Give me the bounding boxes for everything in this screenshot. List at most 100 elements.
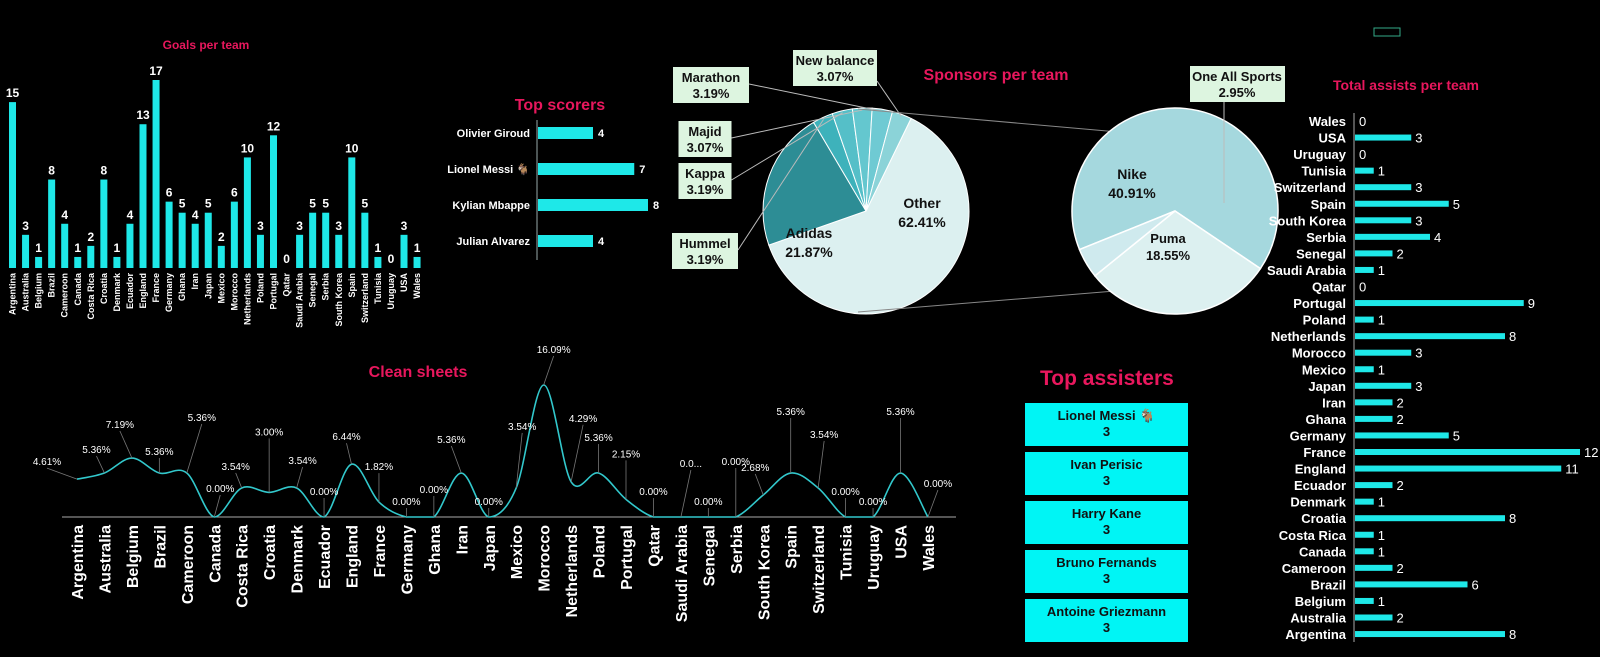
clean-sheets-category-label: Netherlands — [564, 525, 581, 618]
clean-sheets-category-label: Ghana — [427, 525, 444, 575]
sponsor-value: 3.19% — [687, 182, 724, 197]
assists-value-label: 1 — [1378, 495, 1385, 510]
clean-sheets-leader — [96, 455, 105, 474]
top-scorers-bar — [538, 163, 635, 175]
clean-sheets-data-label: 5.36% — [145, 447, 173, 458]
sponsor-breakout-slice — [1078, 210, 1176, 277]
goals-category-label: England — [138, 273, 148, 309]
top-scorers-value: 7 — [639, 164, 645, 176]
clean-sheets-data-label: 16.09% — [537, 345, 571, 356]
assists-category-label: Brazil — [1311, 577, 1346, 592]
goals-category-label: Switzerland — [360, 273, 370, 323]
clean-sheets-leader — [754, 473, 764, 496]
goals-bar — [61, 223, 69, 268]
goals-category-label: Saudi Arabia — [295, 272, 305, 328]
assists-category-label: Tunisia — [1301, 164, 1346, 179]
clean-sheets-data-label: 5.36% — [584, 433, 612, 444]
top-assister-value: 3 — [1102, 522, 1111, 537]
clean-sheets-leader — [296, 466, 303, 489]
assists-value-label: 1 — [1378, 263, 1385, 278]
goals-bar — [243, 157, 251, 268]
goals-category-label: Poland — [255, 273, 265, 303]
sponsor-breakout-value: 2.95% — [1219, 85, 1256, 100]
top-assister-card: Harry Kane 3 — [1025, 501, 1188, 544]
goals-bar — [335, 234, 343, 268]
goals-bar-label: 3 — [22, 219, 29, 233]
assists-value-label: 1 — [1378, 594, 1385, 609]
sponsor-label: Hummel — [679, 236, 730, 251]
top-scorers-value: 4 — [598, 236, 605, 248]
top-assister-name: Harry Kane — [1071, 506, 1142, 521]
assists-category-label: Australia — [1290, 611, 1346, 626]
assists-bar — [1355, 399, 1393, 406]
goals-category-label: Qatar — [282, 273, 292, 297]
clean-sheets-leader — [543, 355, 555, 386]
clean-sheets-leader — [450, 445, 462, 474]
goals-category-label: Cameroon — [60, 273, 70, 318]
assists-bar — [1355, 250, 1393, 257]
clean-sheets-line — [76, 384, 929, 518]
goals-bar — [35, 256, 43, 268]
clean-sheets-leader — [235, 472, 243, 489]
assists-value-label: 1 — [1378, 528, 1385, 543]
assists-bar — [1355, 531, 1374, 538]
goals-bar — [413, 256, 421, 268]
top-scorers-bar — [538, 199, 648, 211]
clean-sheets-category-label: Switzerland — [811, 525, 828, 614]
clean-sheets-data-label: 0.00% — [924, 479, 952, 490]
goals-bar — [178, 212, 186, 268]
assists-bar — [1355, 349, 1412, 356]
clean-sheets-category-label: Portugal — [619, 525, 636, 590]
assists-category-label: Cameroon — [1282, 561, 1346, 576]
assists-category-label: Costa Rica — [1279, 528, 1347, 543]
clean-sheets-leader — [817, 440, 825, 489]
assists-bar — [1355, 482, 1393, 489]
top-assister-name: Antoine Griezmann — [1046, 604, 1167, 619]
top-assister-value: 3 — [1102, 620, 1111, 635]
assists-value-label: 9 — [1528, 296, 1535, 311]
goals-category-label: France — [151, 273, 161, 303]
sponsor-label: Kappa — [685, 166, 726, 181]
assists-value-label: 2 — [1397, 478, 1404, 493]
goals-bar-label: 8 — [101, 164, 108, 178]
assists-value-label: 3 — [1415, 213, 1422, 228]
assists-bar — [1355, 548, 1374, 555]
goals-bar — [191, 223, 199, 268]
assists-category-label: Croatia — [1301, 511, 1347, 526]
goals-bar-label: 5 — [179, 197, 186, 211]
assists-value-label: 1 — [1378, 544, 1385, 559]
sponsor-callout-box — [672, 233, 738, 269]
clean-sheets-category-label: Iran — [454, 525, 471, 554]
assists-category-label: USA — [1319, 131, 1347, 146]
goals-bar-label: 17 — [149, 64, 163, 78]
assists-bar — [1355, 184, 1412, 191]
clean-sheets-leader — [927, 489, 939, 518]
goals-bar — [309, 212, 317, 268]
sponsor-callout-box — [673, 67, 749, 103]
sponsor-breakout-slice — [1071, 107, 1279, 270]
clean-sheets-category-label: Denmark — [290, 525, 307, 594]
assists-value-label: 4 — [1434, 230, 1441, 245]
clean-sheets-category-label: Ecuador — [317, 525, 334, 589]
clean-sheets-data-label: 0.00% — [310, 487, 338, 498]
goals-bar-label: 4 — [192, 208, 199, 222]
assists-category-label: Morocco — [1292, 346, 1346, 361]
assists-category-label: Spain — [1311, 197, 1346, 212]
goals-category-label: Iran — [190, 273, 200, 290]
assists-bar — [1355, 498, 1374, 505]
assists-bar — [1355, 631, 1505, 638]
clean-sheets-category-label: Costa Rica — [235, 525, 252, 608]
clean-sheets-data-label: 3.54% — [810, 430, 838, 441]
clean-sheets-leader — [680, 469, 692, 518]
sponsor-breakout-value: 40.91% — [1108, 185, 1156, 201]
clean-sheets-data-label: 0.00% — [639, 487, 667, 498]
sponsors-title: Sponsors per team — [924, 67, 1069, 84]
goals-bar — [270, 135, 277, 268]
top-assister-card: Ivan Perisic 3 — [1025, 452, 1188, 495]
top-scorers-bar — [538, 235, 593, 247]
goals-bar-label: 1 — [375, 241, 382, 255]
sponsor-connector-line — [857, 108, 1153, 136]
goals-bar — [113, 256, 121, 268]
goals-bar-label: 5 — [362, 197, 369, 211]
clean-sheets-data-label: 0.00% — [475, 497, 503, 508]
